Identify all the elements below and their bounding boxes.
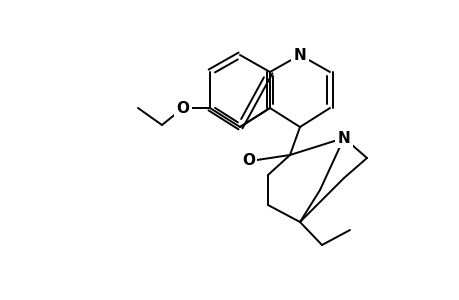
Text: O: O	[241, 152, 254, 167]
Text: O: O	[176, 100, 189, 116]
Text: N: N	[337, 130, 350, 146]
Text: N: N	[293, 47, 306, 62]
